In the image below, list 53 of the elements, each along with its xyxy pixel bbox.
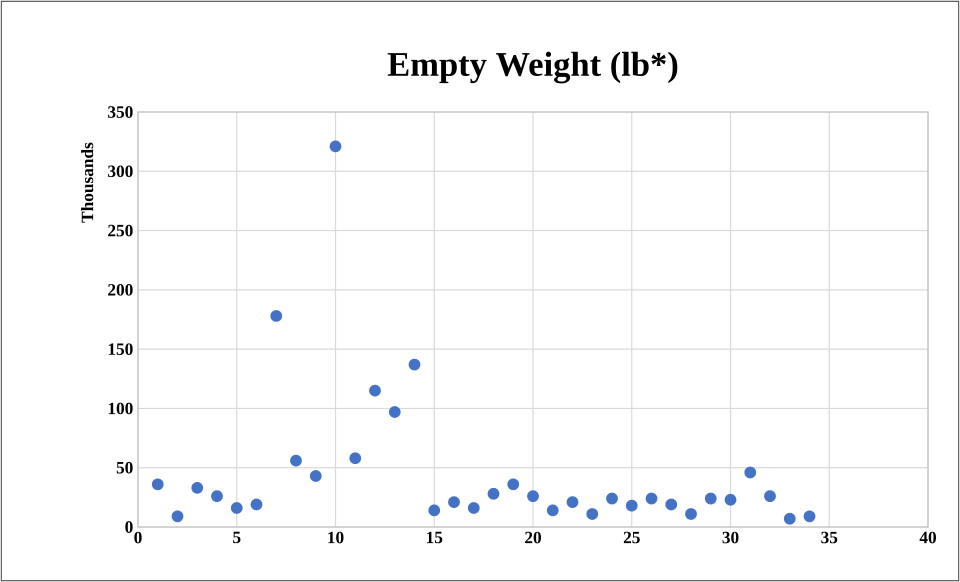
point — [804, 510, 816, 522]
point — [468, 502, 480, 514]
y-tick-label: 100 — [108, 402, 133, 414]
point — [428, 504, 440, 516]
y-axis-title: Thousands — [81, 142, 94, 223]
y-tick-label: 150 — [108, 343, 133, 355]
point — [764, 490, 776, 502]
y-tick-label: 200 — [108, 284, 133, 296]
point — [606, 492, 618, 504]
point — [527, 490, 539, 502]
point — [330, 140, 342, 152]
x-tick-label: 5 — [233, 532, 240, 544]
chart-title: Empty Weight (lb*) — [388, 52, 678, 84]
x-tick-label: 35 — [821, 532, 838, 544]
point — [250, 498, 262, 510]
point — [665, 498, 678, 510]
point — [724, 494, 736, 506]
y-tick-label: 300 — [108, 165, 133, 178]
point — [369, 384, 381, 397]
y-tick-label: 50 — [116, 462, 133, 474]
x-tick-label: 20 — [525, 532, 541, 544]
point — [626, 500, 638, 512]
point — [349, 452, 362, 464]
point — [546, 504, 559, 516]
point — [448, 496, 460, 508]
point — [744, 466, 756, 478]
point — [270, 310, 282, 322]
x-tick-label: 25 — [624, 532, 640, 544]
point — [704, 492, 717, 504]
point — [290, 454, 302, 466]
point — [211, 490, 223, 502]
point — [507, 478, 520, 490]
point — [191, 482, 204, 494]
y-tick-label: 250 — [108, 224, 133, 236]
point — [646, 492, 658, 504]
x-tick-label: 40 — [920, 532, 936, 544]
point — [172, 510, 184, 522]
x-tick-label: 0 — [134, 532, 142, 544]
point — [310, 470, 322, 482]
point — [784, 512, 796, 525]
y-tick-label: 0 — [125, 521, 133, 533]
point — [388, 406, 401, 418]
point — [230, 502, 243, 514]
point — [488, 488, 500, 500]
point — [408, 358, 420, 370]
y-tick-label: 350 — [108, 106, 133, 118]
point — [566, 496, 578, 508]
point — [586, 508, 598, 520]
x-tick-label: 15 — [426, 532, 442, 544]
point — [152, 478, 164, 490]
point — [685, 508, 697, 520]
x-tick-label: 30 — [722, 532, 738, 544]
x-tick-label: 10 — [328, 532, 344, 544]
